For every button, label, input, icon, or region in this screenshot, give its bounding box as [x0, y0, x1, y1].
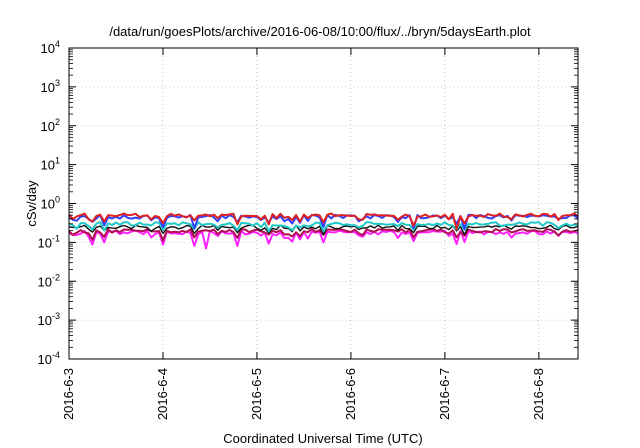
y-tick-label: 10-3 [38, 311, 60, 328]
y-tick-label: 10-2 [38, 272, 60, 289]
grid [69, 48, 578, 359]
x-tick-label: 2016-6-8 [531, 368, 546, 420]
y-tick-label: 102 [41, 117, 60, 134]
y-tick-label: 104 [41, 39, 60, 56]
series-line [68, 229, 579, 250]
x-tick-label: 2016-6-4 [155, 368, 170, 420]
x-axis: 2016-6-3 2016-6-4 2016-6-5 2016-6-6 2016-6-7… [61, 48, 546, 420]
x-tick-label: 2016-6-7 [437, 368, 452, 420]
y-tick-label: 10-1 [38, 233, 60, 250]
y-tick-label: 103 [41, 78, 60, 95]
chart-title: /data/run/goesPlots/archive/2016-06-08/1… [109, 24, 531, 39]
series-group [68, 212, 579, 250]
series-line [68, 212, 579, 231]
x-tick-label: 2016-6-3 [61, 368, 76, 420]
series-line [68, 221, 579, 233]
y-axis: 10-4 10-3 10-2 10-1 100 101 102 103 104 [38, 39, 578, 367]
y-tick-label: 100 [41, 195, 60, 212]
x-tick-label: 2016-6-5 [249, 368, 264, 420]
series-line [68, 224, 579, 236]
y-axis-label: cSv/day [24, 180, 39, 227]
x-axis-label: Coordinated Universal Time (UTC) [223, 431, 422, 446]
y-tick-label: 10-4 [38, 350, 60, 367]
y-tick-label: 101 [41, 156, 60, 173]
x-tick-label: 2016-6-6 [343, 368, 358, 420]
